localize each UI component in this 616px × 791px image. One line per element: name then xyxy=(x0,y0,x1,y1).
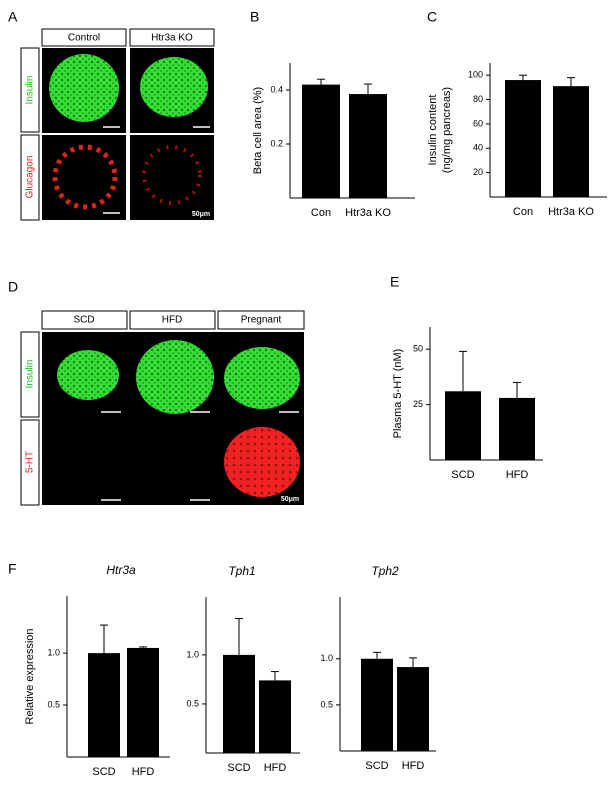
header-box xyxy=(129,28,215,47)
panel-label: F xyxy=(8,561,17,577)
bar xyxy=(349,94,387,198)
bar xyxy=(499,397,535,460)
row-box xyxy=(20,134,40,221)
header-box xyxy=(217,310,305,330)
bar xyxy=(223,654,255,753)
y-axis-label: Beta cell area (%) xyxy=(252,87,264,174)
x-tick-label: SCD xyxy=(227,762,250,774)
scale-bar-label: 50μm xyxy=(281,496,299,503)
glucagon-ring xyxy=(52,144,118,210)
bar xyxy=(397,667,429,751)
x-tick-label: HFD xyxy=(132,766,155,778)
y-axis-label: Insulin content xyxy=(427,95,439,166)
row-label: Insulin xyxy=(25,76,36,105)
y-tick-label: 50 xyxy=(413,344,423,354)
islet-texture xyxy=(140,57,208,117)
y-tick-label: 40 xyxy=(473,143,483,153)
column-label: Control xyxy=(68,33,100,44)
bar xyxy=(553,86,589,197)
x-tick-label: SCD xyxy=(365,760,388,772)
y-tick-label: 0.2 xyxy=(270,138,283,148)
islet-texture xyxy=(224,347,300,409)
y-axis-label: (ng/mg pancreas) xyxy=(441,87,453,173)
islet-texture xyxy=(49,54,119,122)
islet-texture xyxy=(57,350,119,400)
y-tick-label: 100 xyxy=(468,70,483,80)
row-box xyxy=(20,419,40,506)
column-label: SCD xyxy=(73,315,94,326)
micrograph xyxy=(130,135,214,220)
bar xyxy=(361,658,393,751)
bar xyxy=(127,647,159,757)
x-tick-label: HFD xyxy=(402,760,425,772)
y-tick-label: 60 xyxy=(473,118,483,128)
x-tick-label: HFD xyxy=(506,469,529,481)
bar xyxy=(505,80,541,197)
x-tick-label: Htr3a KO xyxy=(345,207,391,219)
bar xyxy=(88,653,120,757)
bar xyxy=(259,680,291,753)
x-tick-label: Htr3a KO xyxy=(548,206,594,218)
x-tick-label: Con xyxy=(311,207,331,219)
x-tick-label: Con xyxy=(513,206,533,218)
y-axis-label: Relative expression xyxy=(24,629,36,725)
chart-title: Tph1 xyxy=(228,564,255,578)
column-label: Pregnant xyxy=(241,315,282,326)
y-tick-label: 0.5 xyxy=(320,699,333,709)
panel-d-images: SCD HFD Pregnant Insulin 5-HT 50μm xyxy=(20,310,305,506)
chart-title: Tph2 xyxy=(371,564,399,578)
y-tick-label: 0.5 xyxy=(47,699,60,709)
y-tick-label: 0.5 xyxy=(186,698,199,708)
y-tick-label: 1.0 xyxy=(320,653,333,663)
header-box xyxy=(129,310,216,330)
islet-texture xyxy=(136,340,214,414)
panel-label: D xyxy=(8,279,18,295)
y-axis-label: Plasma 5-HT (nM) xyxy=(392,349,404,439)
scale-bar-label: 50μm xyxy=(192,211,210,218)
header-box xyxy=(41,28,127,47)
panel-label: C xyxy=(427,9,437,25)
panel-label: A xyxy=(8,9,18,25)
column-label: Htr3a KO xyxy=(151,33,193,44)
row-box xyxy=(20,331,40,418)
x-tick-label: HFD xyxy=(264,762,287,774)
glucagon-ring xyxy=(142,145,202,205)
y-tick-label: 25 xyxy=(413,399,423,409)
header-box xyxy=(41,310,128,330)
y-tick-label: 1.0 xyxy=(186,649,199,659)
chart-title: Htr3a xyxy=(106,563,136,577)
panel-label: E xyxy=(390,274,399,290)
panel-label: B xyxy=(250,9,259,25)
row-label: Glucagon xyxy=(25,156,36,199)
y-tick-label: 20 xyxy=(473,167,483,177)
y-tick-label: 1.0 xyxy=(47,648,60,658)
serotonin-texture xyxy=(224,427,300,497)
x-tick-label: SCD xyxy=(92,766,115,778)
column-label: HFD xyxy=(162,315,183,326)
bar xyxy=(302,84,340,198)
row-label: Insulin xyxy=(25,360,36,389)
panel-a-images: Control Htr3a KO Insulin Glucagon 50μm xyxy=(20,28,215,221)
bar xyxy=(445,391,481,460)
y-tick-label: 0.4 xyxy=(270,84,283,94)
row-label: 5-HT xyxy=(25,451,36,473)
row-box xyxy=(20,47,40,133)
y-tick-label: 80 xyxy=(473,94,483,104)
x-tick-label: SCD xyxy=(451,469,474,481)
